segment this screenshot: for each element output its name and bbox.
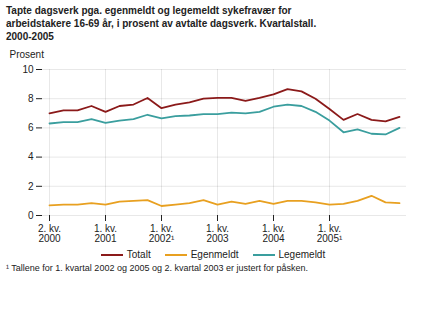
svg-text:10: 10 [22, 64, 34, 75]
svg-text:0: 0 [28, 210, 34, 221]
svg-text:8: 8 [28, 93, 34, 104]
svg-text:6: 6 [28, 122, 34, 133]
svg-text:2: 2 [28, 181, 34, 192]
html-text:Tapte dagsverk pga. egenmeldt: Tapte dagsverk pga. egenmeldt og legemel… [6, 5, 317, 42]
html-text:Egenmeldt: Egenmeldt [190, 249, 239, 260]
svg-text:2. kv.2000: 2. kv.2000 [38, 223, 61, 244]
svg-text:1. kv.2001: 1. kv.2001 [94, 223, 117, 244]
svg-text:Prosent: Prosent [10, 49, 45, 60]
html-text:Totalt: Totalt [126, 249, 151, 260]
svg-text:1. kv.2002¹: 1. kv.2002¹ [149, 223, 175, 244]
svg-text:1. kv.2005¹: 1. kv.2005¹ [317, 223, 343, 244]
svg-text:4: 4 [28, 151, 34, 162]
html-text:¹ Tallene for 1. kvartal 2002: ¹ Tallene for 1. kvartal 2002 og 2005 og… [6, 263, 308, 273]
svg-text:1. kv.2003: 1. kv.2003 [206, 223, 229, 244]
html-text:Legemeldt: Legemeldt [278, 249, 326, 260]
svg-text:1. kv.2004: 1. kv.2004 [262, 223, 285, 244]
